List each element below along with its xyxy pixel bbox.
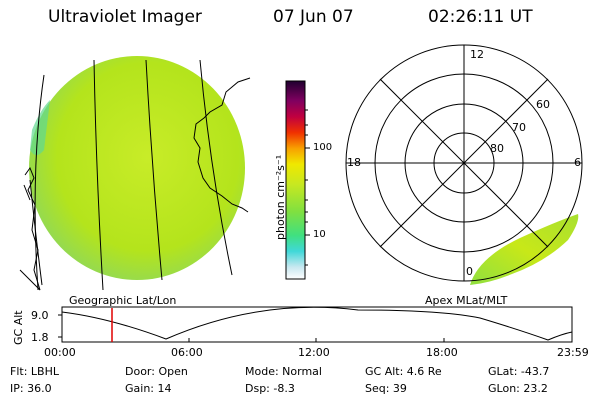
- timeline-ylabel: GC Alt: [12, 310, 25, 345]
- timeline-xtick: 23:59: [557, 346, 589, 359]
- mlt-label-0: 0: [466, 265, 473, 278]
- timeline-xtick: 18:00: [426, 346, 458, 359]
- lat-label-60: 60: [536, 98, 550, 111]
- mlt-label-12: 12: [470, 48, 484, 61]
- timeline-xtick: 12:00: [298, 346, 330, 359]
- instrument-title: Ultraviolet Imager: [48, 7, 202, 27]
- date-label: 07 Jun 07: [273, 7, 354, 27]
- geographic-label: Geographic Lat/Lon: [69, 294, 177, 307]
- glon-value: GLon: 23.2: [488, 382, 548, 395]
- timeline-ytick-low: 1.8: [31, 331, 49, 344]
- seq-value: Seq: 39: [365, 382, 407, 395]
- timeline-ytick-high: 9.0: [31, 309, 49, 322]
- auroral-oval: [470, 214, 579, 285]
- colorbar-unit-label: photon cm⁻²s⁻¹: [274, 154, 287, 240]
- mlt-label-6: 6: [574, 156, 581, 169]
- lat-label-80: 80: [490, 142, 504, 155]
- timeline-xtick: 06:00: [171, 346, 203, 359]
- gain-value: Gain: 14: [125, 382, 172, 395]
- polar-plot: [345, 44, 583, 285]
- ip-value: IP: 36.0: [10, 382, 52, 395]
- mode-value: Mode: Normal: [245, 365, 322, 378]
- colorbar-tick-10: 10: [313, 229, 326, 240]
- apex-label: Apex MLat/MLT: [425, 294, 508, 307]
- door-value: Door: Open: [125, 365, 188, 378]
- glat-value: GLat: -43.7: [488, 365, 550, 378]
- lat-label-70: 70: [512, 121, 526, 134]
- dsp-value: Dsp: -8.3: [245, 382, 295, 395]
- altitude-curve: [61, 306, 573, 341]
- colorbar-tick-100: 100: [313, 142, 333, 153]
- geographic-image: [19, 56, 251, 291]
- time-label: 02:26:11 UT: [428, 7, 533, 27]
- gc-alt-value: GC Alt: 4.6 Re: [365, 365, 442, 378]
- altitude-timeline: [58, 306, 573, 343]
- timeline-xtick: 00:00: [44, 346, 76, 359]
- mlt-label-18: 18: [347, 156, 361, 169]
- filter-value: Flt: LBHL: [10, 365, 59, 378]
- colorbar: [285, 80, 310, 280]
